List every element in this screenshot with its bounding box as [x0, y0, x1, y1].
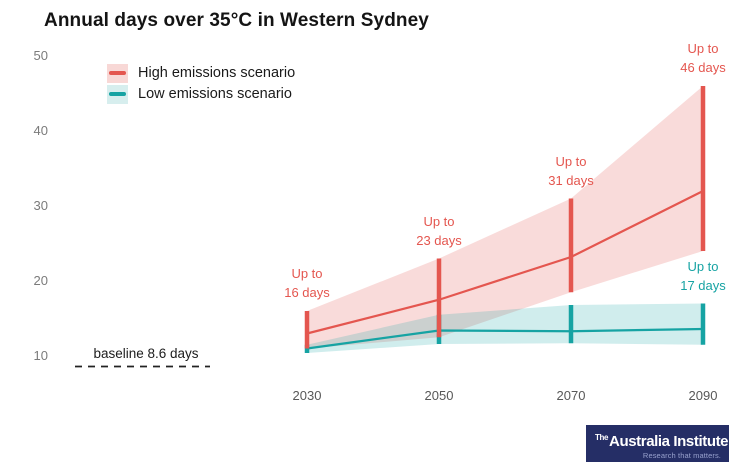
- low-emissions-line: [306, 327, 704, 350]
- annotation-2090-low: Up to 17 days: [680, 258, 726, 293]
- x-tick: 2070: [556, 388, 586, 403]
- x-tick: 2030: [292, 388, 322, 403]
- annotation-2050-high: Up to 23 days: [416, 213, 462, 248]
- australia-institute-logo: TheAustralia Institute Research that mat…: [586, 425, 729, 462]
- annotation-2090-high: Up to 46 days: [680, 41, 726, 75]
- legend: High emissions scenario Low emissions sc…: [107, 63, 295, 105]
- chart-title: Annual days over 35°C in Western Sydney: [44, 10, 429, 31]
- legend-label-low: Low emissions scenario: [138, 86, 292, 102]
- annotation-2030-high: Up to 16 days: [284, 266, 330, 300]
- legend-label-high: High emissions scenario: [138, 65, 296, 81]
- legend-item-high: High emissions scenario: [107, 63, 295, 83]
- logo-tagline: Research that matters.: [642, 450, 721, 460]
- x-tick: 2050: [424, 388, 454, 403]
- y-tick: 10: [33, 348, 48, 363]
- annotation-2070-high: Up to 31 days: [548, 153, 594, 188]
- y-tick: 30: [33, 198, 48, 213]
- low-emissions-band: [307, 303, 703, 353]
- y-tick: 20: [33, 273, 48, 288]
- x-tick: 2090: [688, 388, 718, 403]
- high-emissions-band: [307, 86, 703, 349]
- high-emissions-line: [306, 190, 704, 335]
- high-emissions-swatch-icon: [107, 63, 128, 83]
- baseline-label: baseline 8.6 days: [93, 345, 199, 361]
- y-tick: 40: [33, 123, 48, 138]
- logo-wordmark: TheAustralia Institute: [595, 432, 729, 450]
- low-emissions-swatch-icon: [107, 84, 128, 104]
- y-tick: 50: [33, 48, 48, 63]
- legend-item-low: Low emissions scenario: [107, 84, 295, 104]
